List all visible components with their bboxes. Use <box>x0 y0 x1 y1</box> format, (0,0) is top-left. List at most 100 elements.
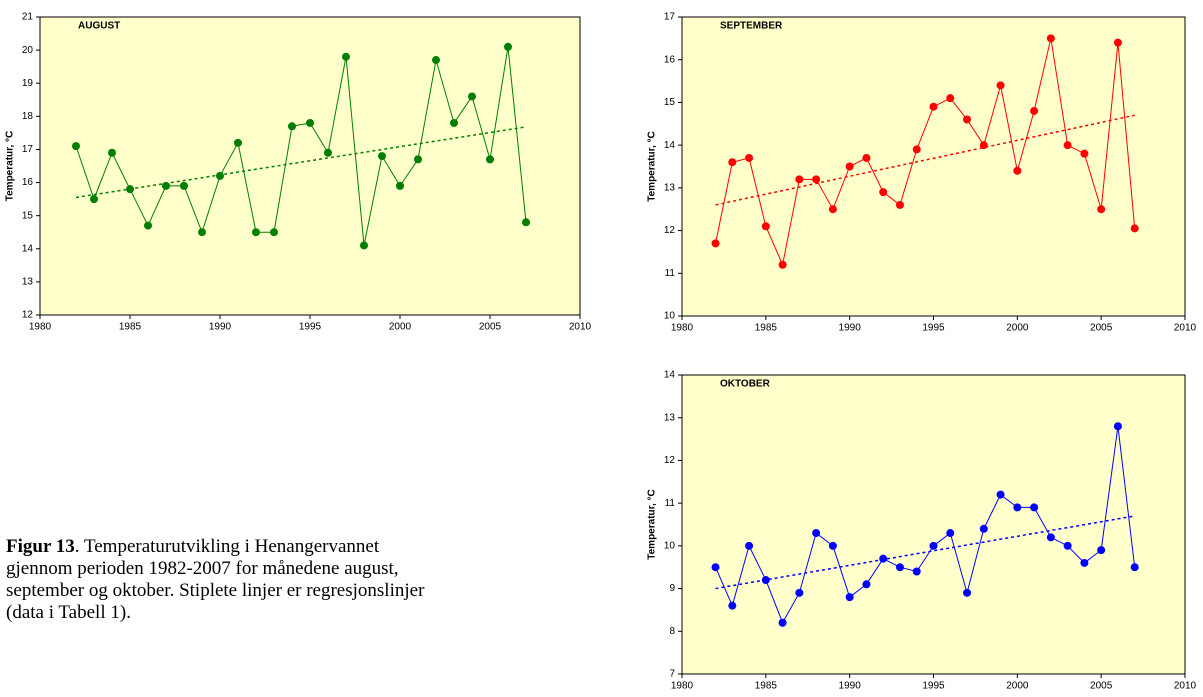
x-tick-label: 2005 <box>479 322 502 333</box>
data-point <box>432 56 440 65</box>
data-point <box>1080 149 1089 158</box>
data-point <box>306 118 314 127</box>
caption-line: gjennom perioden 1982-2007 for månedene … <box>6 558 399 579</box>
y-tick-label: 13 <box>664 182 676 193</box>
data-point <box>946 94 955 103</box>
data-point <box>895 563 904 572</box>
x-tick-label: 2010 <box>1174 323 1197 334</box>
y-tick-label: 7 <box>669 669 675 680</box>
y-tick-label: 16 <box>664 54 676 65</box>
data-point <box>845 593 854 602</box>
x-tick-label: 1995 <box>922 681 945 692</box>
data-point <box>711 563 720 572</box>
data-point <box>879 554 888 563</box>
y-axis-label: Temperatur, °C <box>5 131 16 202</box>
data-point <box>1030 503 1039 512</box>
data-point <box>979 141 988 150</box>
data-point <box>929 102 938 111</box>
x-tick-label: 1980 <box>671 681 694 692</box>
data-point <box>761 222 770 231</box>
data-point <box>288 122 296 131</box>
caption-line: september og oktober. Stiplete linjer er… <box>6 580 425 601</box>
data-point <box>180 181 188 190</box>
y-tick-label: 13 <box>22 277 34 288</box>
data-point <box>360 241 368 250</box>
data-point <box>912 567 921 576</box>
data-point <box>198 228 206 237</box>
x-tick-label: 2010 <box>569 322 592 333</box>
data-point <box>812 175 821 184</box>
data-point <box>895 200 904 209</box>
trend-line <box>75 126 527 199</box>
data-point <box>1046 34 1055 43</box>
y-tick-label: 14 <box>664 370 676 381</box>
x-tick-label: 1990 <box>209 322 232 333</box>
x-tick-label: 2000 <box>389 322 412 333</box>
data-point <box>778 618 787 627</box>
y-tick-label: 13 <box>664 412 676 423</box>
y-tick-label: 14 <box>664 140 676 151</box>
data-point <box>862 153 871 162</box>
data-line <box>715 38 1136 267</box>
data-point <box>979 524 988 533</box>
y-tick-label: 12 <box>664 455 676 466</box>
y-tick-label: 17 <box>22 144 34 155</box>
x-tick-label: 1980 <box>671 323 694 334</box>
data-point <box>812 529 821 538</box>
data-point <box>378 152 386 161</box>
y-tick-label: 21 <box>22 12 34 23</box>
y-tick-label: 20 <box>22 45 34 56</box>
y-tick-label: 15 <box>22 210 34 221</box>
x-tick-label: 1990 <box>839 323 862 334</box>
data-point <box>745 541 754 550</box>
data-point <box>1080 558 1089 567</box>
data-point <box>828 205 837 214</box>
data-point <box>728 601 737 610</box>
data-point <box>486 155 494 164</box>
data-point <box>996 81 1005 90</box>
data-point <box>745 153 754 162</box>
data-point <box>234 138 242 147</box>
data-point <box>711 239 720 248</box>
data-point <box>504 42 512 51</box>
x-tick-label: 1985 <box>755 323 778 334</box>
y-tick-label: 18 <box>22 111 34 122</box>
y-tick-label: 10 <box>664 540 676 551</box>
data-point <box>162 181 170 190</box>
y-tick-label: 10 <box>664 311 676 322</box>
plot-area <box>39 16 581 316</box>
data-point <box>522 218 530 227</box>
data-point <box>963 115 972 124</box>
trend-line <box>715 515 1135 590</box>
data-point <box>126 185 134 194</box>
data-point <box>828 541 837 550</box>
y-tick-label: 14 <box>22 243 34 254</box>
data-point <box>929 541 938 550</box>
data-point <box>996 490 1005 499</box>
data-point <box>1130 563 1139 572</box>
data-point <box>862 580 871 589</box>
data-point <box>1113 422 1122 431</box>
data-point <box>946 529 955 538</box>
caption: Figur 13. Temperaturutvikling i Henanger… <box>6 536 424 624</box>
x-tick-label: 1995 <box>299 322 322 333</box>
data-point <box>1046 533 1055 542</box>
y-tick-label: 8 <box>669 626 675 637</box>
plot-area <box>681 374 1186 675</box>
x-tick-label: 1980 <box>29 322 52 333</box>
data-point <box>450 118 458 127</box>
y-axis-label: Temperatur, °C <box>647 131 658 202</box>
chart-title: SEPTEMBER <box>720 21 783 32</box>
data-point <box>879 188 888 197</box>
data-point <box>1063 141 1072 150</box>
data-point <box>1063 541 1072 550</box>
data-point <box>90 195 98 204</box>
x-tick-label: 2000 <box>1006 681 1029 692</box>
y-tick-label: 12 <box>664 225 676 236</box>
data-point <box>468 92 476 101</box>
y-tick-label: 19 <box>22 78 34 89</box>
chart-title: OKTOBER <box>720 379 771 390</box>
x-tick-label: 2005 <box>1090 681 1113 692</box>
